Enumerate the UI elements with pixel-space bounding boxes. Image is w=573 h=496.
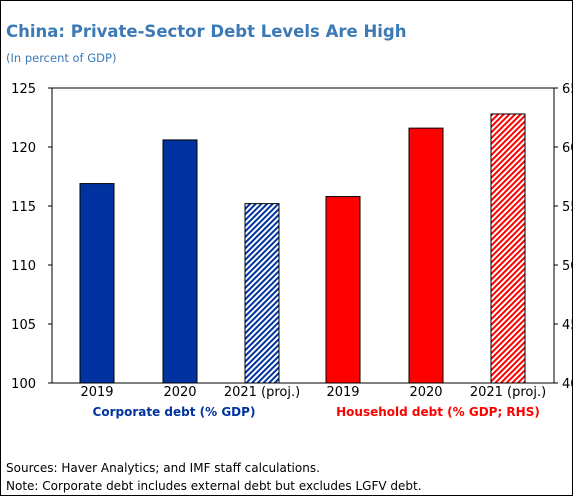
left-tick-label: 120 — [11, 141, 36, 156]
household-bar-2020 — [408, 127, 444, 384]
right-tick-label: 45 — [562, 318, 573, 333]
corporate-bar-2019 — [79, 183, 115, 384]
right-tick-label: 50 — [562, 259, 573, 274]
corporate-bar-2021-proj — [244, 203, 280, 384]
category-label: 2020 — [409, 385, 442, 400]
category-label: 2020 — [163, 385, 196, 400]
chart-title: China: Private-Sector Debt Levels Are Hi… — [6, 22, 407, 41]
corporate-bar-2020 — [162, 139, 198, 384]
household-bar-2021-proj — [490, 113, 526, 384]
category-label: 2021 (proj.) — [470, 385, 546, 400]
category-label: 2019 — [80, 385, 113, 400]
right-tick-label: 60 — [562, 141, 573, 156]
sources-note: Sources: Haver Analytics; and IMF staff … — [6, 461, 320, 475]
plot-area — [51, 87, 555, 384]
left-tick-label: 105 — [11, 318, 36, 333]
left-tick-label: 125 — [11, 82, 36, 97]
category-label: 2021 (proj.) — [224, 385, 300, 400]
legend-corporate: Corporate debt (% GDP) — [93, 405, 256, 419]
left-tick-label: 115 — [11, 200, 36, 215]
footnote: Note: Corporate debt includes external d… — [6, 479, 422, 493]
right-tick-label: 40 — [562, 377, 573, 392]
category-label: 2019 — [326, 385, 359, 400]
left-tick-label: 110 — [11, 259, 36, 274]
legend-household: Household debt (% GDP; RHS) — [336, 405, 540, 419]
household-bar-2019 — [325, 196, 361, 384]
right-tick-label: 55 — [562, 200, 573, 215]
right-tick-label: 65 — [562, 82, 573, 97]
left-tick-label: 100 — [11, 377, 36, 392]
chart-subtitle: (In percent of GDP) — [6, 51, 117, 65]
